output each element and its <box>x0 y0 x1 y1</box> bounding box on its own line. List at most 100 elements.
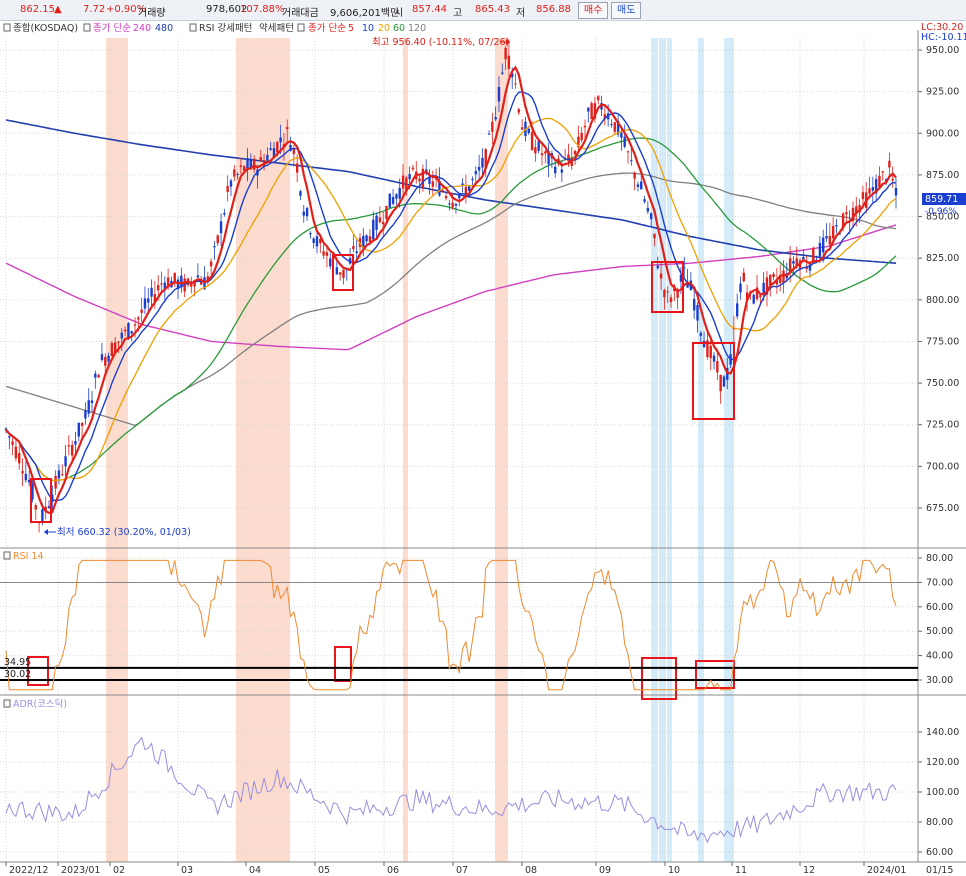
candle-body <box>378 217 382 223</box>
candle-body <box>448 203 451 205</box>
candle-body <box>610 124 613 126</box>
candle-body <box>193 280 196 287</box>
rsi-tick-label: 50.00 <box>926 626 953 637</box>
candle-body <box>458 194 461 199</box>
adr-tick-label: 120.00 <box>926 757 959 768</box>
candle-body <box>825 236 828 239</box>
candle-body <box>765 277 769 295</box>
price-tick-label: 750.00 <box>926 378 959 389</box>
ma-long-label: 종가 단순 <box>93 23 131 34</box>
candle-body <box>276 142 279 153</box>
candle-body <box>540 153 544 156</box>
sell-button[interactable]: 매도 <box>611 2 642 19</box>
candle-body <box>679 274 683 282</box>
candle-body <box>94 373 97 378</box>
candle-body <box>352 245 355 250</box>
signal-band-1 <box>236 38 246 862</box>
candle-body <box>368 236 372 243</box>
pattern-box-1 <box>332 254 354 291</box>
x-tick-label: 08 <box>525 865 537 876</box>
ma-short-toggle-icon[interactable] <box>297 23 305 32</box>
rsi-panel-header: RSI 14 34.95 30.02 <box>3 551 44 680</box>
price-tick-label: 850.00 <box>926 212 959 223</box>
candle-body <box>160 283 163 285</box>
candle-body <box>769 274 772 286</box>
candle-body <box>626 151 630 153</box>
candle-body <box>692 299 696 311</box>
candle-body <box>517 109 521 113</box>
candle-body <box>97 374 100 378</box>
candle-body <box>130 331 133 334</box>
candle-body <box>669 297 673 303</box>
candle-body <box>646 207 650 212</box>
x-tick-label: 03 <box>181 865 193 876</box>
candle-body <box>47 506 51 508</box>
candle-body <box>289 144 292 151</box>
candle-body <box>520 127 524 130</box>
candle-body <box>233 169 236 177</box>
x-tick-label: 2023/01 <box>61 865 100 876</box>
stock-chart[interactable]: 950.00 925.00 900.00 875.00 850.00 825.00 800.… <box>0 20 966 876</box>
candle-body <box>739 283 742 293</box>
candle-body <box>683 267 686 269</box>
x-axis-right-label: 01/15 <box>926 865 953 876</box>
candle-body <box>633 172 636 179</box>
lc-label: LC:30.20 <box>921 22 963 33</box>
adr-toggle-icon[interactable] <box>3 699 11 708</box>
x-tick-label: 2024/01 <box>867 865 906 876</box>
candle-body <box>84 410 87 419</box>
panel-title: 종합(KOSDAQ) <box>13 23 78 34</box>
candle-body <box>249 159 253 168</box>
candle-body <box>80 423 84 426</box>
candle-body <box>143 298 147 309</box>
candle-body <box>57 470 61 479</box>
price-tick-label: 700.00 <box>926 461 959 472</box>
candle-body <box>696 305 699 321</box>
low-arrow-head-icon <box>44 529 48 535</box>
candle-body <box>286 127 289 130</box>
candle-body <box>431 181 435 187</box>
adr-tick-label: 80.00 <box>926 817 953 828</box>
candle-body <box>477 166 481 171</box>
candle-body <box>828 235 832 245</box>
candle-body <box>537 141 540 151</box>
candle-body <box>686 282 689 288</box>
candle-body <box>818 242 822 257</box>
candle-body <box>775 279 779 285</box>
candle-body <box>325 252 329 256</box>
candle-body <box>735 303 739 317</box>
candle-body <box>196 275 200 278</box>
ma-toggle-icon[interactable] <box>83 23 91 32</box>
panel-toggle-icon[interactable] <box>3 23 11 32</box>
candle-body <box>156 285 160 291</box>
price-tick-label: 875.00 <box>926 170 959 181</box>
candle-body <box>302 211 305 216</box>
candle-body <box>772 273 775 278</box>
candle-body <box>90 400 94 403</box>
candle-body <box>259 157 262 162</box>
candle-body <box>401 175 405 189</box>
candle-body <box>868 188 871 194</box>
candle-body <box>653 233 656 239</box>
candle-body <box>504 47 507 60</box>
candle-body <box>636 184 640 187</box>
rsi-pattern-toggle-icon[interactable] <box>189 23 197 32</box>
candle-body <box>573 150 577 155</box>
x-tick-label: 06 <box>387 865 399 876</box>
buy-button[interactable]: 매수 <box>578 2 609 19</box>
hc-label: HC:-10.11 <box>921 32 966 43</box>
candle-body <box>590 103 593 120</box>
rsi-toggle-icon[interactable] <box>3 551 11 560</box>
price-tick-label: 775.00 <box>926 336 959 347</box>
candle-body <box>87 400 90 414</box>
candle-body <box>845 212 848 215</box>
last-price-tag-text: 859.71 <box>925 194 958 205</box>
candle-body <box>243 166 246 171</box>
candle-body <box>355 251 358 254</box>
candle-body <box>514 83 517 85</box>
adr-title: ADR(코스닥) <box>13 699 67 710</box>
candle-body <box>663 289 666 298</box>
candle-body <box>792 260 795 264</box>
candle-body <box>315 236 319 247</box>
pattern-box-0 <box>30 478 52 523</box>
